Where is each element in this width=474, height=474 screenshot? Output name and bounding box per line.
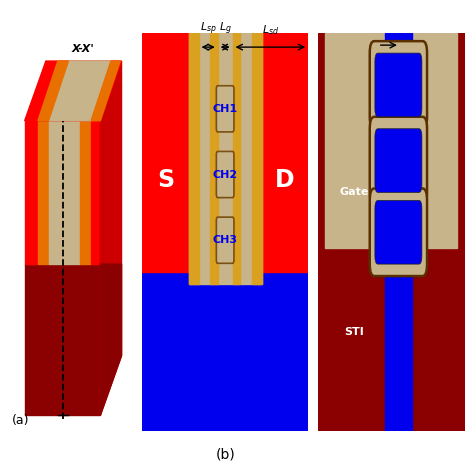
FancyBboxPatch shape bbox=[216, 217, 234, 264]
Polygon shape bbox=[100, 61, 121, 415]
Text: Gate: Gate bbox=[340, 187, 369, 198]
Bar bbox=[189, 33, 199, 284]
Polygon shape bbox=[48, 121, 81, 264]
Polygon shape bbox=[91, 61, 120, 121]
Text: CH1: CH1 bbox=[212, 104, 238, 114]
FancyBboxPatch shape bbox=[216, 86, 234, 132]
Text: CH3: CH3 bbox=[213, 235, 237, 245]
Bar bbox=[385, 33, 411, 431]
Text: $L_{sd}$: $L_{sd}$ bbox=[262, 23, 279, 37]
Text: $L_g$: $L_g$ bbox=[219, 21, 232, 37]
FancyBboxPatch shape bbox=[375, 53, 422, 117]
Bar bbox=[210, 33, 218, 284]
Bar bbox=[142, 272, 308, 431]
Text: CH2: CH2 bbox=[212, 170, 238, 180]
Text: (b): (b) bbox=[215, 447, 235, 461]
Text: (a): (a) bbox=[12, 414, 29, 428]
FancyBboxPatch shape bbox=[370, 41, 427, 129]
Polygon shape bbox=[25, 264, 100, 415]
Polygon shape bbox=[91, 121, 100, 264]
Text: X-X': X-X' bbox=[71, 44, 94, 54]
Text: STI: STI bbox=[345, 327, 364, 337]
Text: $L_{sp}$: $L_{sp}$ bbox=[200, 21, 217, 37]
Text: S: S bbox=[157, 168, 174, 192]
Polygon shape bbox=[38, 121, 48, 264]
Polygon shape bbox=[81, 121, 91, 264]
Polygon shape bbox=[48, 61, 111, 121]
Bar bbox=[189, 33, 262, 284]
Bar bbox=[252, 33, 262, 284]
Polygon shape bbox=[100, 264, 121, 415]
Text: D: D bbox=[275, 168, 295, 192]
Bar bbox=[233, 33, 240, 284]
FancyBboxPatch shape bbox=[375, 201, 422, 264]
Bar bbox=[142, 33, 308, 272]
Polygon shape bbox=[38, 61, 68, 121]
Bar bbox=[325, 33, 457, 248]
Polygon shape bbox=[25, 61, 121, 121]
FancyBboxPatch shape bbox=[216, 151, 234, 198]
FancyBboxPatch shape bbox=[370, 117, 427, 204]
FancyBboxPatch shape bbox=[370, 189, 427, 276]
FancyBboxPatch shape bbox=[375, 129, 422, 192]
Polygon shape bbox=[25, 121, 38, 264]
